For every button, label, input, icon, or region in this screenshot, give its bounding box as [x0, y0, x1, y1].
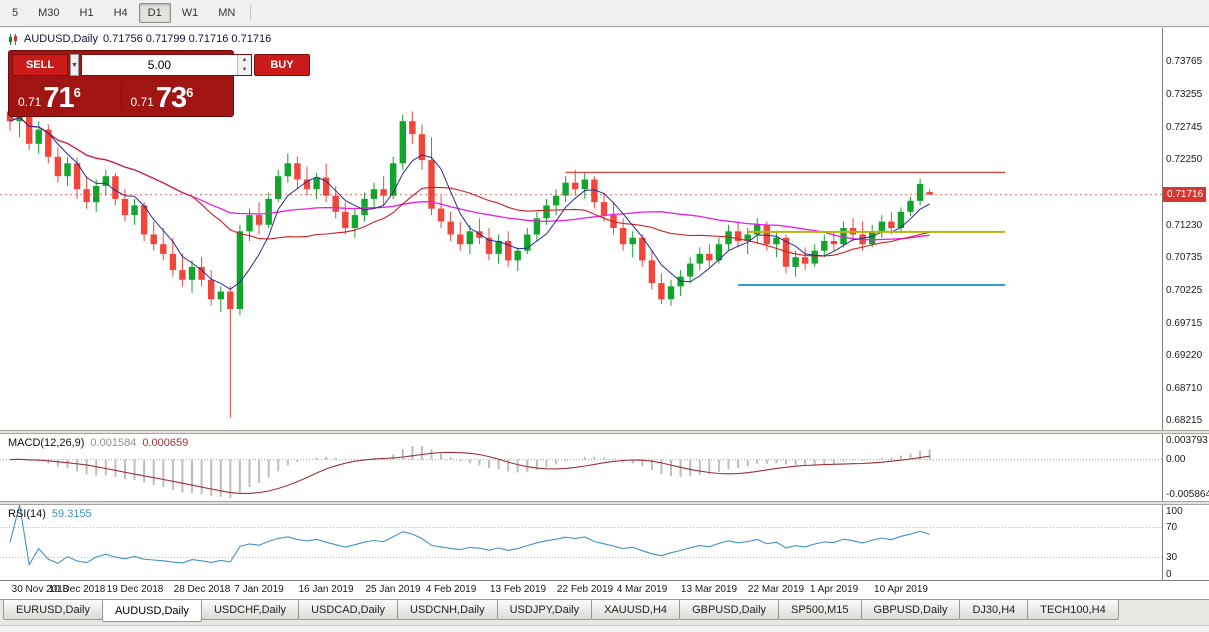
date-label: 4 Mar 2019 [616, 584, 668, 595]
timeframe-button-w1[interactable]: W1 [181, 7, 199, 19]
timeframe-button-h4[interactable]: H4 [113, 7, 128, 19]
chart-tab-gbpusd-daily[interactable]: GBPUSD,Daily [860, 600, 961, 620]
macd-axis-label: 0.00 [1166, 454, 1186, 465]
date-label: 7 Jan 2019 [234, 584, 284, 595]
price-axis-label: 0.69715 [1166, 318, 1203, 329]
macd-axis-label: 0.003793 [1166, 435, 1208, 446]
volume-increase-button[interactable]: ▲ [237, 55, 251, 65]
chart-symbol-title: AUDUSD,Daily [24, 33, 98, 45]
date-label: 10 Apr 2019 [874, 584, 928, 595]
sell-price-point: 6 [73, 85, 81, 100]
sell-price-prefix: 0.71 [18, 95, 42, 109]
toolbar-separator [250, 5, 252, 21]
date-label: 1 Apr 2019 [809, 584, 859, 595]
buy-price-display[interactable]: 0.71 73 6 [125, 79, 231, 113]
macd-panel [0, 445, 1162, 498]
buy-button[interactable]: BUY [253, 54, 310, 76]
date-label: 30 Nov 2018 [11, 584, 69, 595]
price-axis-label: 0.73765 [1166, 56, 1203, 67]
chart-tabbar: EURUSD,Daily AUDUSD,Daily USDCHF,Daily USDC… [0, 599, 1209, 625]
date-label: 16 Jan 2019 [298, 584, 354, 595]
price-axis-label: 0.73255 [1166, 89, 1203, 100]
volume-input[interactable] [81, 55, 237, 75]
rsi-axis-label: 100 [1166, 506, 1183, 517]
chart-tab-sp500-m15[interactable]: SP500,M15 [778, 600, 862, 620]
price-axis: 0.737650.732550.727450.722500.717400.712… [1162, 28, 1209, 580]
date-label: 19 Dec 2018 [106, 584, 164, 595]
date-label: 25 Jan 2019 [365, 584, 421, 595]
chart-tab-audusd-daily[interactable]: AUDUSD,Daily [101, 600, 202, 622]
macd-label: MACD(12,26,9) [8, 437, 85, 449]
chart-tab-eurusd-daily[interactable]: EURUSD,Daily [3, 600, 103, 620]
date-label: 22 Mar 2019 [747, 584, 805, 595]
price-chart[interactable] [0, 28, 1162, 430]
date-label: 13 Feb 2019 [489, 584, 547, 595]
volume-dropdown-button[interactable]: ▼ [70, 54, 79, 76]
buy-price-prefix: 0.71 [130, 95, 154, 109]
sell-price-pips: 71 [43, 82, 74, 114]
volume-decrease-button[interactable]: ▼ [237, 65, 251, 75]
price-axis-label: 0.72745 [1166, 122, 1203, 133]
timeframe-button-5[interactable]: 5 [12, 7, 19, 19]
rsi-axis-label: 70 [1166, 522, 1178, 533]
volume-spinner: ▲ ▼ [236, 55, 251, 75]
date-label: 10 Dec 2018 [48, 584, 106, 595]
timeframe-button-mn[interactable]: MN [218, 7, 236, 19]
buy-price-pips: 73 [155, 82, 187, 114]
macd-main-value: 0.001584 [90, 437, 137, 449]
price-axis-label: 0.72250 [1166, 154, 1203, 165]
macd-header: MACD(12,26,9) 0.001584 0.000659 [8, 437, 188, 449]
chart-workspace: AUDUSD,Daily 0.71756 0.71799 0.71716 0.7… [0, 28, 1209, 599]
timeframe-toolbar: 5 M30 H1 H4 D1 W1 MN [0, 0, 1209, 27]
chart-tab-dj30-h4[interactable]: DJ30,H4 [959, 600, 1029, 620]
date-label: 4 Feb 2019 [425, 584, 477, 595]
rsi-value: 59.3155 [51, 508, 92, 520]
rsi-label: RSI(14) [8, 508, 46, 520]
price-axis-label: 0.69220 [1166, 350, 1203, 361]
current-price-badge: 0.71716 [1163, 187, 1207, 202]
price-axis-label: 0.70735 [1166, 252, 1203, 263]
price-divider [120, 81, 122, 111]
macd-signal-value: 0.000659 [142, 437, 189, 449]
date-axis: 30 Nov 2018 10 Dec 2018 19 Dec 2018 28 Dec … [0, 580, 1209, 599]
macd-axis-label: -0.005864 [1166, 489, 1209, 500]
chart-tab-usdcnh-daily[interactable]: USDCNH,Daily [397, 600, 498, 620]
timeframe-button-h1[interactable]: H1 [79, 7, 94, 19]
chart-tab-usdcad-daily[interactable]: USDCAD,Daily [298, 600, 399, 620]
sell-price-display[interactable]: 0.71 71 6 [12, 79, 118, 113]
price-axis-label: 0.70225 [1166, 285, 1203, 296]
date-label: 22 Feb 2019 [556, 584, 614, 595]
volume-field: ▲ ▼ [80, 54, 252, 76]
price-axis-label: 0.68215 [1166, 415, 1203, 426]
candlestick-chart-icon [8, 33, 19, 45]
price-axis-label: 0.71230 [1166, 220, 1203, 231]
date-label: 28 Dec 2018 [173, 584, 231, 595]
chart-tab-gbpusd-daily[interactable]: GBPUSD,Daily [679, 600, 780, 620]
horizontal-scrollbar[interactable] [0, 625, 1209, 632]
chart-tab-usdjpy-daily[interactable]: USDJPY,Daily [496, 600, 593, 620]
one-click-trading-panel: SELL ▼ ▲ ▼ BUY 0.71 71 6 0.71 73 6 [8, 50, 310, 117]
macd-panel-splitter[interactable] [0, 430, 1209, 434]
buy-price-point: 6 [186, 85, 194, 100]
date-label: 13 Mar 2019 [680, 584, 738, 595]
chart-title-bar: AUDUSD,Daily 0.71756 0.71799 0.71716 0.7… [8, 33, 271, 45]
rsi-axis-label: 0 [1166, 569, 1172, 580]
chart-tab-usdchf-daily[interactable]: USDCHF,Daily [200, 600, 300, 620]
timeframe-button-m30[interactable]: M30 [38, 7, 60, 19]
timeframe-button-d1[interactable]: D1 [138, 3, 171, 23]
chart-tab-tech100-h4[interactable]: TECH100,H4 [1027, 600, 1119, 620]
rsi-panel [0, 505, 1162, 567]
rsi-panel-splitter[interactable] [0, 501, 1209, 505]
chart-ohlc-values: 0.71756 0.71799 0.71716 0.71716 [102, 33, 272, 45]
price-axis-label: 0.68710 [1166, 383, 1203, 394]
chart-tab-xauusd-h4[interactable]: XAUUSD,H4 [591, 600, 681, 620]
rsi-axis-label: 30 [1166, 552, 1178, 563]
rsi-header: RSI(14) 59.3155 [8, 508, 92, 520]
sell-button[interactable]: SELL [12, 54, 68, 76]
